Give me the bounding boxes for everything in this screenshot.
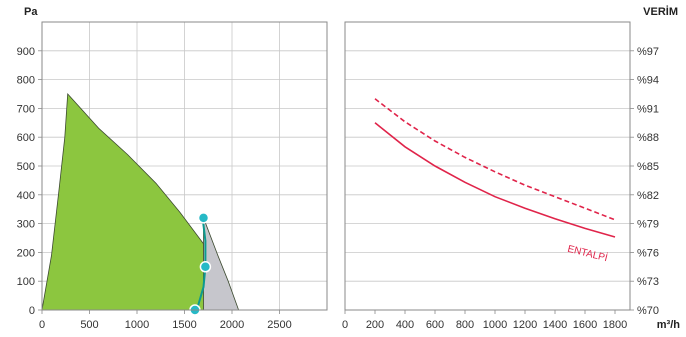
right-x-tick-label: 200 [366, 319, 384, 331]
left-y-axis-label: Pa [24, 6, 38, 18]
left-x-tick-label: 1000 [125, 319, 149, 331]
left-y-tick-label: 400 [17, 190, 35, 202]
left-x-tick-label: 2000 [220, 319, 244, 331]
left-y-tick-label: 200 [17, 247, 35, 259]
operating-point-marker [199, 261, 212, 273]
right-y-axis-label: VERİM [643, 5, 678, 18]
right-y-tick-label: %70 [637, 305, 659, 317]
right-x-tick-label: 1600 [573, 319, 597, 331]
right-x-tick-label: 800 [456, 319, 474, 331]
operating-area-1 [203, 217, 240, 311]
right-x-tick-label: 600 [426, 319, 444, 331]
right-x-tick-label: 1800 [603, 319, 627, 331]
left-x-tick-label: 0 [39, 319, 45, 331]
right-x-tick-label: 1000 [483, 319, 507, 331]
left-x-tick-label: 1500 [172, 319, 196, 331]
operating-area-0 [41, 93, 206, 311]
right-x-tick-label: 0 [342, 319, 348, 331]
right-x-axis-label: m³/h [657, 319, 681, 331]
efficiency-line-dashed [374, 98, 616, 221]
left-x-tick-label: 500 [80, 319, 98, 331]
right-x-tick-label: 1200 [513, 319, 537, 331]
pressure-chart: 0 100 200 300 400 500 600 700 800 900 0 500 1000 1500… [17, 6, 328, 331]
right-y-tick-label: %82 [637, 190, 659, 202]
left-y-tick-label: 300 [17, 219, 35, 231]
left-y-tick-label: 0 [29, 305, 35, 317]
right-y-tick-label: %76 [637, 247, 659, 259]
right-y-tick-label: %91 [637, 103, 659, 115]
right-y-tick-label: %97 [637, 46, 659, 58]
left-y-tick-label: 700 [17, 103, 35, 115]
left-y-tick-label: 900 [17, 46, 35, 58]
left-x-tick-label: 2500 [267, 319, 291, 331]
series-label-entalpi: ENTALPİ [566, 242, 609, 265]
right-y-tick-label: %88 [637, 132, 659, 144]
right-x-tick-label: 400 [396, 319, 414, 331]
right-x-tick-label: 1400 [543, 319, 567, 331]
left-y-tick-label: 600 [17, 132, 35, 144]
right-y-tick-label: %85 [637, 161, 659, 173]
right-y-tick-label: %94 [637, 75, 659, 87]
right-y-tick-label: %73 [637, 276, 659, 288]
operating-point-marker [197, 212, 210, 224]
left-y-tick-label: 800 [17, 75, 35, 87]
right-y-tick-label: %79 [637, 219, 659, 231]
left-y-tick-label: 100 [17, 276, 35, 288]
left-y-tick-label: 500 [17, 161, 35, 173]
efficiency-line-solid [374, 122, 616, 238]
efficiency-chart: ENTALPİ %70 %73 %76 %79 %82 %85 %88 %91 %94 %97 0 20… [342, 5, 680, 331]
